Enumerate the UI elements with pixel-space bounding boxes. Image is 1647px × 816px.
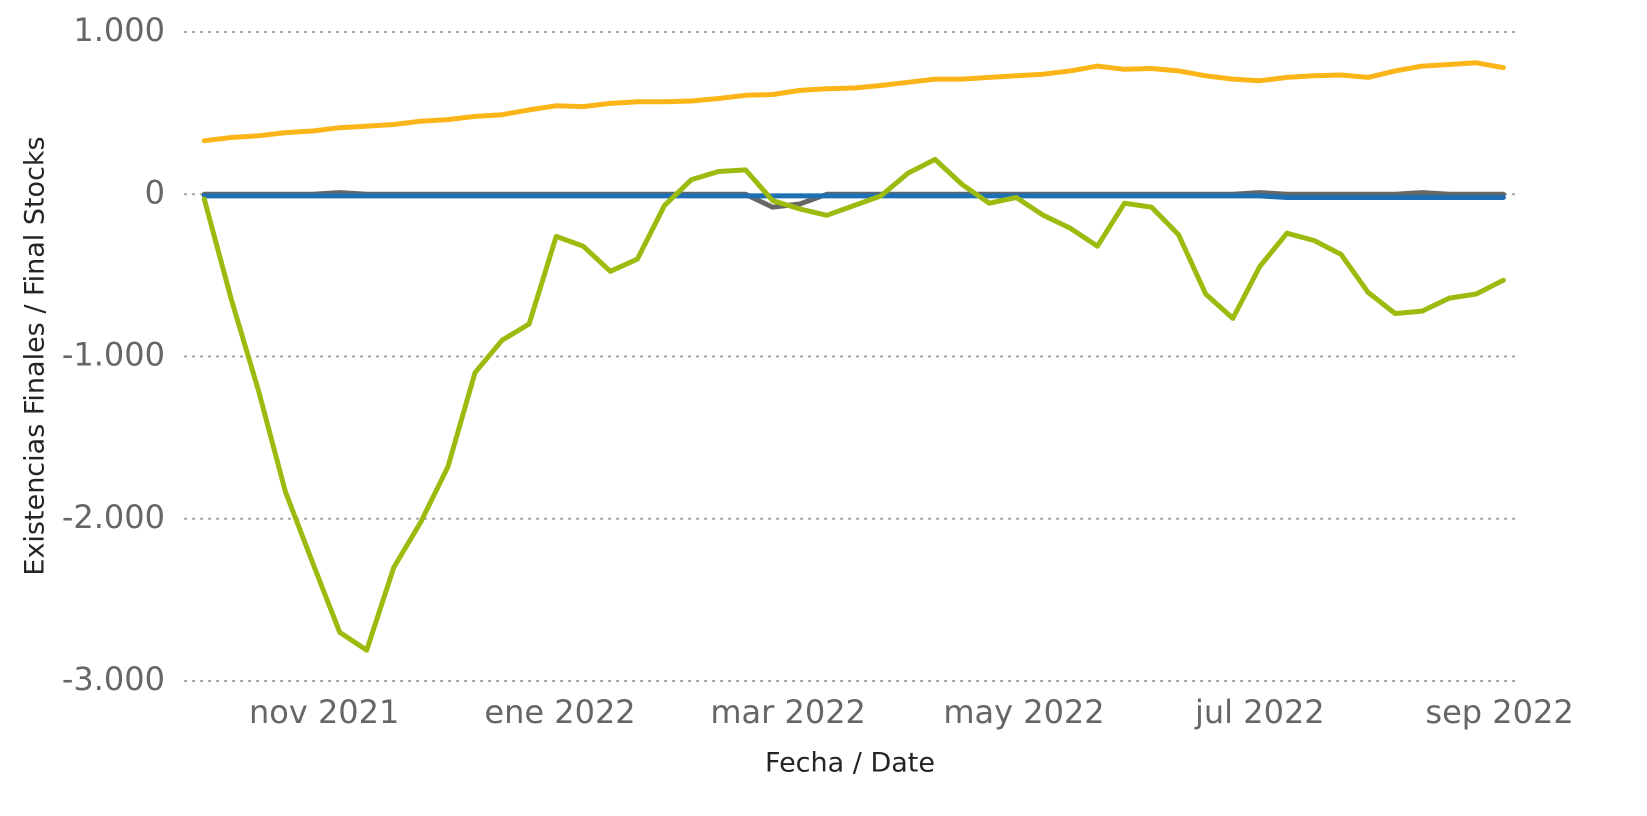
x-tick-label: may 2022 [943, 693, 1104, 731]
x-axis-title: Fecha / Date [765, 748, 935, 779]
x-tick-label: jul 2022 [1194, 693, 1325, 731]
x-tick-label: nov 2021 [249, 693, 399, 731]
y-axis-title: Existencias Finales / Final Stocks [20, 136, 51, 575]
x-tick-label: ene 2022 [484, 693, 635, 731]
y-tick-label: -2.000 [62, 498, 165, 536]
series-line [201, 60, 1506, 144]
x-tick-label: mar 2022 [710, 693, 866, 731]
x-tick-label: sep 2022 [1425, 693, 1573, 731]
series-line [201, 156, 1506, 653]
series-line [201, 193, 1506, 200]
y-tick-label: -1.000 [62, 336, 165, 374]
y-tick-label: 0 [145, 173, 165, 211]
y-tick-label: 1.000 [73, 11, 165, 49]
y-tick-label: -3.000 [62, 660, 165, 698]
